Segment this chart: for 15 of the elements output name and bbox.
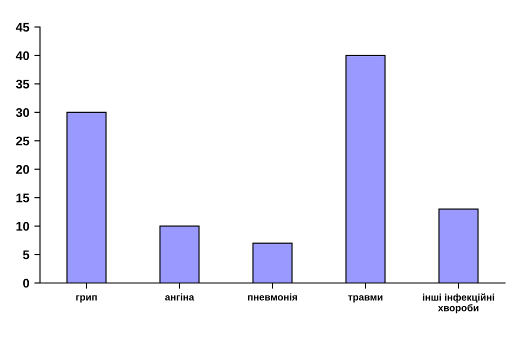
x-tick-label: травми [348,295,382,302]
y-tick-label: 40 [16,51,30,60]
y-tick-label: 25 [16,136,30,146]
x-tick-label: інші інфекційні хвороби [422,293,494,314]
x-tick-label: пневмонія [248,293,297,301]
y-tick-label: 20 [16,165,30,174]
y-tick-label: 30 [16,108,30,118]
y-tick-label: 15 [16,194,30,202]
y-tick-label: 0 [23,278,30,288]
x-tick-label: грип [76,295,97,302]
y-tick-label: 35 [16,80,30,89]
x-tick-label: ангіна [165,293,194,301]
y-tick-label: 10 [16,222,30,231]
y-tick-label: 45 [16,22,30,32]
y-tick-label: 5 [23,250,30,260]
